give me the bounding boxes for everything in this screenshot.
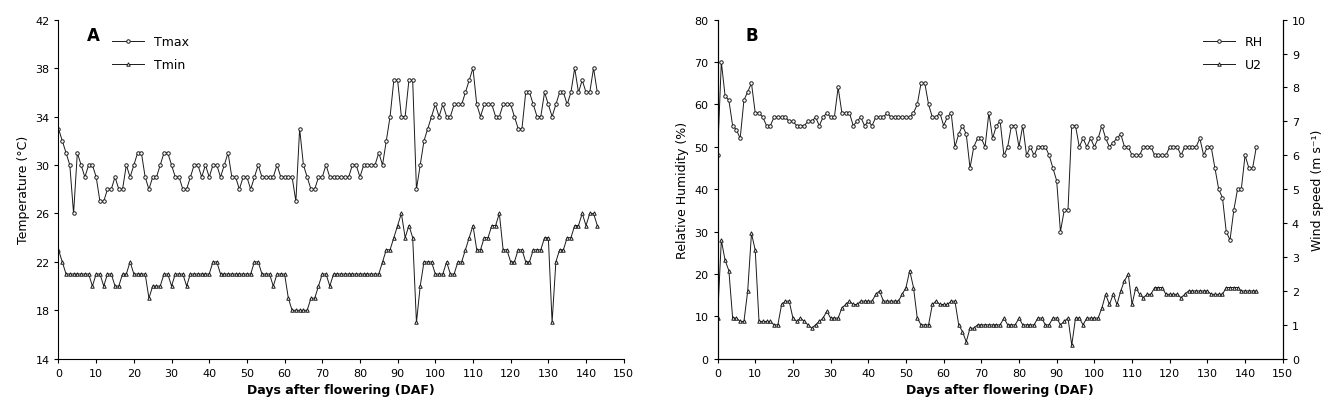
RH <box>793 124 809 129</box>
Y-axis label: Relative Humidity (%): Relative Humidity (%) <box>676 121 689 258</box>
X-axis label: Days after flowering (DAF): Days after flowering (DAF) <box>907 383 1094 396</box>
Text: A: A <box>87 27 99 45</box>
Line: Tmin: Tmin <box>56 212 599 324</box>
U2 <box>709 316 725 321</box>
Line: RH: RH <box>716 61 1258 242</box>
Tmax <box>589 90 605 95</box>
Tmax <box>51 127 67 132</box>
Tmin <box>443 272 459 277</box>
RH <box>709 154 725 159</box>
Tmax <box>133 151 149 156</box>
Y-axis label: Temperature (°C): Temperature (°C) <box>16 136 30 244</box>
Legend: Tmax, Tmin: Tmax, Tmin <box>110 33 192 74</box>
Line: Tmax: Tmax <box>56 67 599 216</box>
Tmin <box>89 272 105 277</box>
RH <box>751 111 767 116</box>
RH <box>1098 137 1114 142</box>
U2 <box>1151 285 1167 290</box>
Tmax <box>66 211 82 216</box>
Tmax <box>465 66 481 71</box>
Line: U2: U2 <box>716 232 1258 347</box>
Tmin <box>130 272 146 277</box>
Tmin <box>589 223 605 228</box>
Legend: RH, U2: RH, U2 <box>1200 33 1265 74</box>
RH <box>1155 154 1171 159</box>
U2 <box>743 231 759 236</box>
Tmax <box>93 199 109 204</box>
U2 <box>751 319 767 324</box>
U2 <box>793 316 809 321</box>
Tmin <box>409 320 425 325</box>
Text: B: B <box>746 27 759 45</box>
X-axis label: Days after flowering (DAF): Days after flowering (DAF) <box>247 383 434 396</box>
U2 <box>1157 292 1173 297</box>
U2 <box>1248 289 1265 294</box>
U2 <box>1063 343 1080 348</box>
RH <box>1222 238 1238 243</box>
Tmin <box>491 211 507 216</box>
Tmax <box>491 115 507 120</box>
Tmin <box>216 272 232 277</box>
Tmax <box>220 151 236 156</box>
Tmin <box>499 248 515 253</box>
U2 <box>1101 302 1117 307</box>
Tmin <box>393 211 409 216</box>
RH <box>1147 154 1163 159</box>
RH <box>1248 145 1265 150</box>
Tmax <box>439 115 455 120</box>
Tmax <box>499 103 515 108</box>
RH <box>880 111 896 116</box>
Tmin <box>51 248 67 253</box>
Y-axis label: Wind speed (m s⁻¹): Wind speed (m s⁻¹) <box>1311 129 1325 250</box>
U2 <box>880 299 896 304</box>
RH <box>713 60 730 65</box>
